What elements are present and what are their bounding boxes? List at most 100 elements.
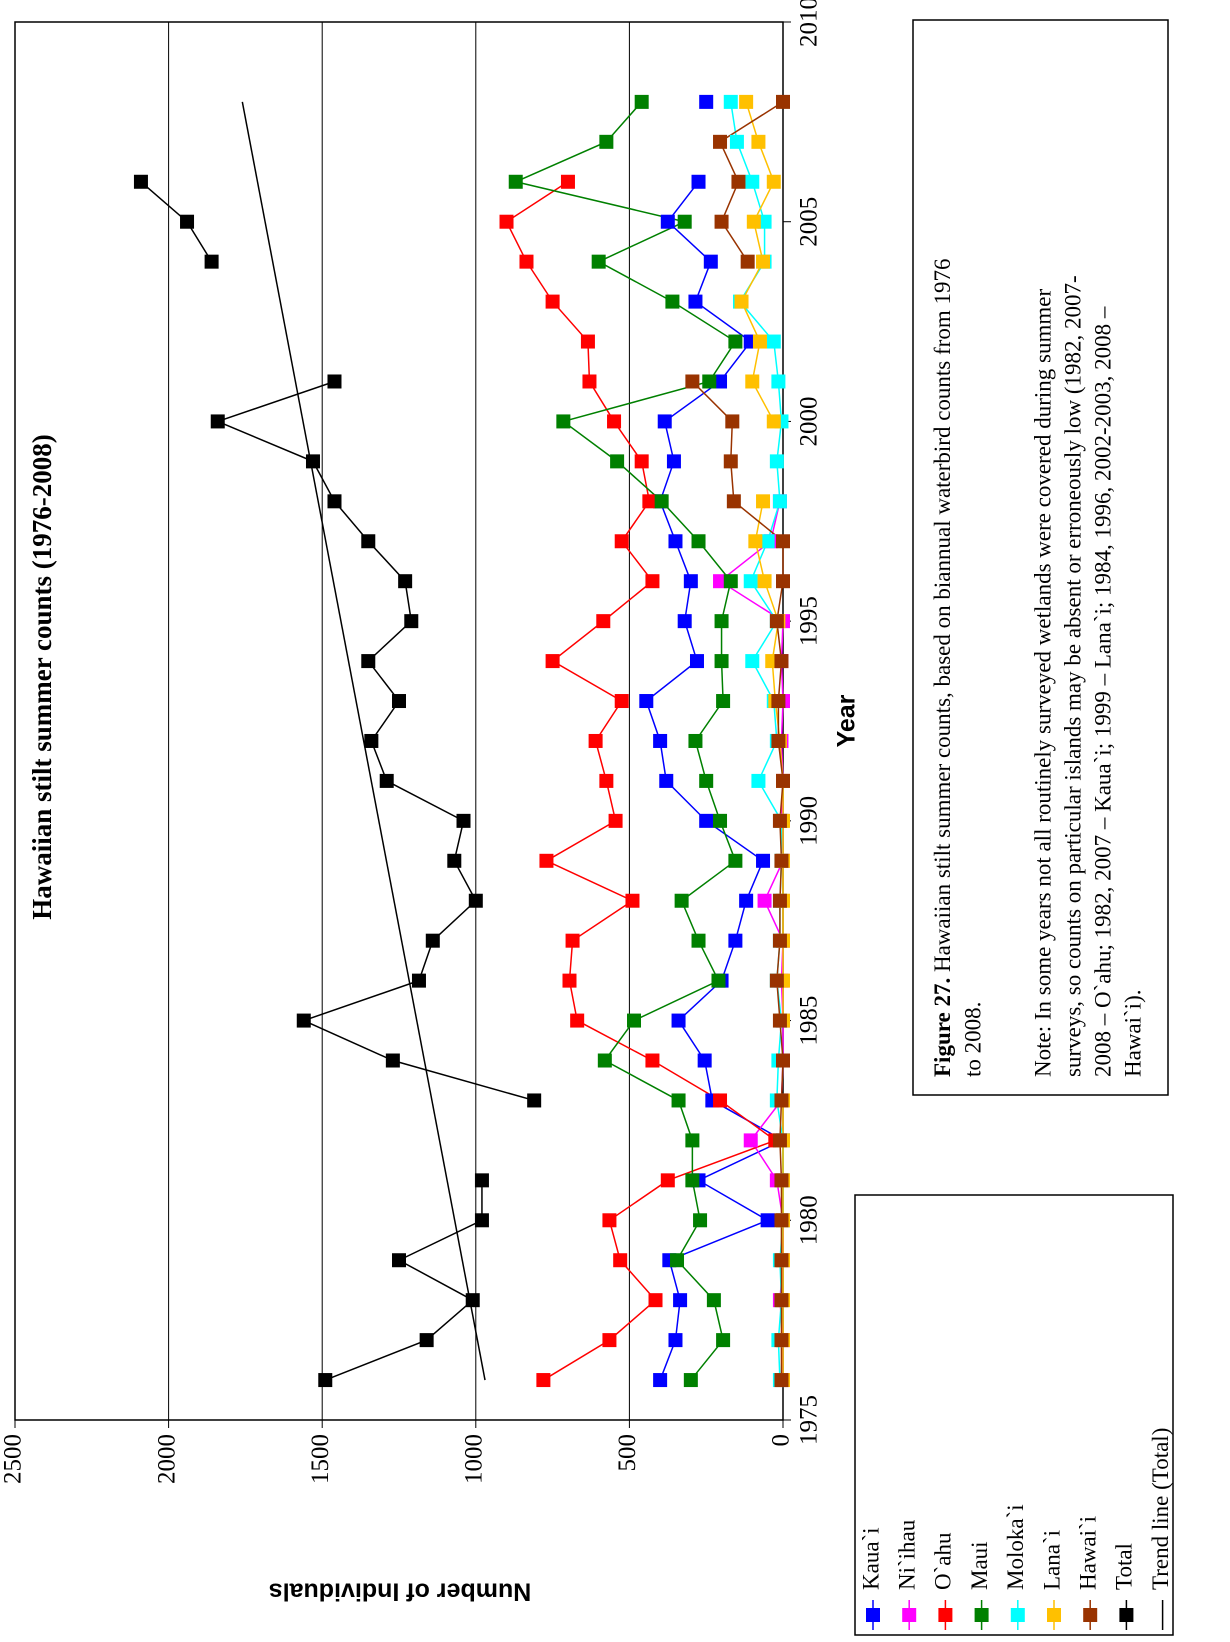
caption-text: Hawaiian stilt summer counts, based on b… — [930, 259, 955, 972]
data-point — [527, 1093, 542, 1108]
data-point — [602, 1213, 617, 1228]
data-point — [665, 294, 680, 309]
legend-marker — [1010, 1608, 1025, 1622]
data-point — [760, 1213, 775, 1228]
legend-marker — [938, 1608, 953, 1622]
data-point — [728, 853, 743, 868]
data-point — [693, 1213, 708, 1228]
legend-marker — [1047, 1608, 1061, 1622]
legend-label: Moloka`i — [1003, 1504, 1028, 1590]
data-point — [361, 654, 376, 669]
legend-label: Hawai`i — [1075, 1516, 1100, 1590]
data-point — [756, 254, 771, 269]
plot-frame — [14, 21, 784, 1421]
data-point — [716, 1333, 731, 1348]
data-point — [688, 294, 703, 309]
legend-label: Total — [1112, 1543, 1137, 1590]
data-point — [772, 813, 787, 828]
caption-line: Note: In some years not all routinely su… — [1030, 289, 1055, 1077]
data-point — [743, 1133, 758, 1148]
legend-marker — [902, 1608, 917, 1622]
data-point — [745, 654, 760, 669]
x-tick-label: 1995 — [796, 596, 823, 646]
data-point — [379, 773, 394, 788]
data-point — [591, 254, 606, 269]
data-point — [539, 853, 554, 868]
data-point — [419, 1333, 434, 1348]
data-point — [625, 893, 640, 908]
data-point — [713, 1093, 728, 1108]
data-point — [565, 933, 580, 948]
x-axis-label: Year — [833, 694, 861, 747]
data-point — [771, 733, 786, 748]
data-point — [545, 294, 560, 309]
data-point — [691, 933, 706, 948]
data-point — [545, 654, 560, 669]
data-point — [677, 214, 692, 229]
legend-label: Kaua`i — [858, 1527, 883, 1590]
legend-marker — [1119, 1608, 1134, 1622]
data-point — [364, 733, 379, 748]
data-point — [774, 1293, 789, 1308]
data-point — [751, 134, 766, 149]
data-point — [728, 933, 743, 948]
legend-box — [854, 1194, 1174, 1636]
data-point — [674, 893, 689, 908]
data-point — [660, 214, 675, 229]
data-point — [740, 254, 755, 269]
data-point — [774, 654, 789, 669]
data-point — [425, 933, 440, 948]
data-point — [560, 174, 575, 189]
data-point — [713, 134, 728, 149]
data-point — [613, 1253, 628, 1268]
data-point — [776, 1053, 790, 1068]
data-point — [639, 694, 654, 709]
data-point — [725, 414, 740, 429]
data-point — [699, 773, 714, 788]
data-point — [714, 614, 729, 629]
data-point — [691, 534, 706, 549]
data-point — [691, 174, 706, 189]
data-point — [703, 254, 718, 269]
caption-line: Hawai`i). — [1120, 990, 1145, 1078]
data-point — [456, 813, 471, 828]
data-point — [614, 694, 629, 709]
x-tick-label: 2005 — [796, 197, 823, 247]
data-point — [668, 534, 683, 549]
legend-marker — [866, 1608, 880, 1622]
data-point — [210, 414, 225, 429]
data-point — [634, 94, 649, 109]
data-point — [536, 1373, 551, 1388]
data-point — [776, 773, 790, 788]
legend-label: Maui — [967, 1541, 992, 1590]
y-axis-label: Number of Individuals — [269, 1577, 532, 1605]
data-point — [774, 1213, 789, 1228]
data-point — [776, 534, 790, 549]
data-point — [689, 654, 704, 669]
data-point — [752, 334, 767, 349]
data-point — [556, 414, 571, 429]
rotated-page: Hawaiian stilt summer counts (1976-2008)… — [0, 0, 1174, 1636]
data-point — [666, 454, 681, 469]
data-point — [723, 94, 738, 109]
data-point — [465, 1293, 480, 1308]
data-point — [714, 654, 729, 669]
caption: Figure 27. Hawaiian stilt summer counts,… — [930, 259, 1145, 1077]
data-point — [608, 813, 623, 828]
data-point — [766, 334, 781, 349]
data-point — [714, 214, 729, 229]
data-point — [588, 733, 603, 748]
data-point — [614, 534, 629, 549]
y-tick-label: 500 — [614, 1434, 641, 1472]
data-point — [716, 694, 731, 709]
data-point — [180, 214, 195, 229]
data-point — [657, 414, 672, 429]
data-point — [653, 1373, 668, 1388]
data-point — [774, 1253, 789, 1268]
data-point — [711, 973, 726, 988]
data-point — [756, 494, 771, 509]
data-point — [668, 1333, 683, 1348]
data-point — [685, 1133, 700, 1148]
data-point — [361, 534, 376, 549]
data-point — [392, 694, 406, 709]
